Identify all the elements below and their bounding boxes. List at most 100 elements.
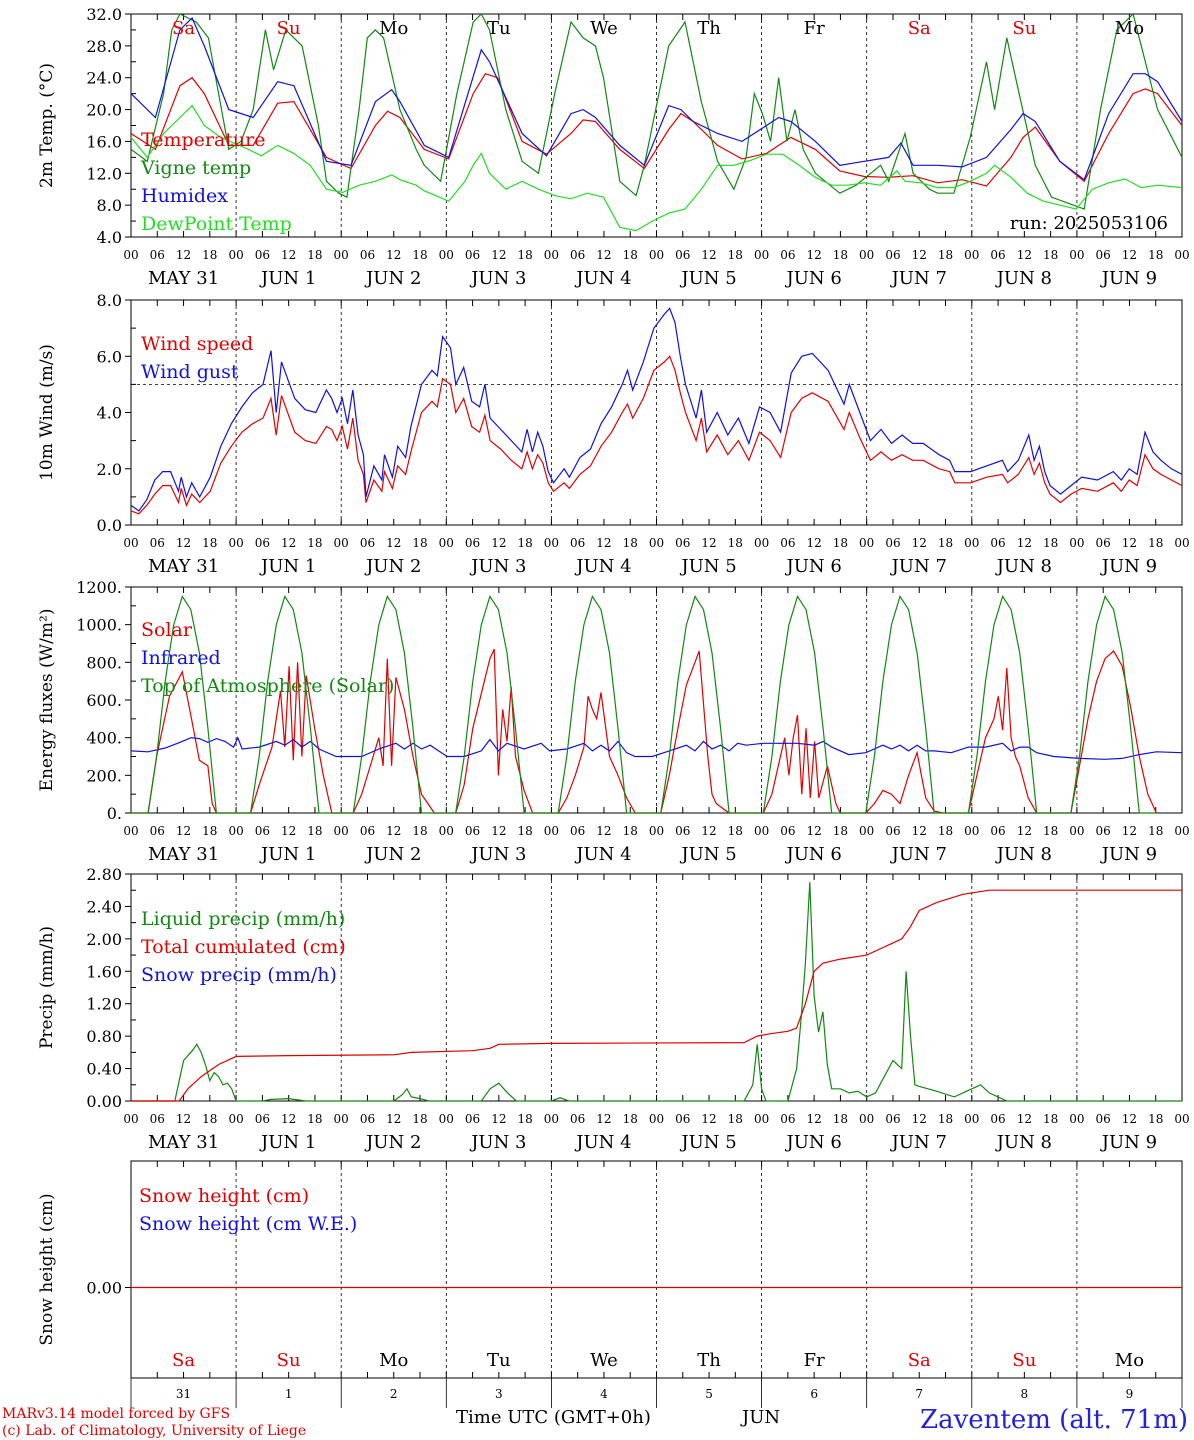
legend-entry: Snow height (cm) <box>139 1185 309 1207</box>
plot-frame <box>130 299 1183 526</box>
hour-tick-label: 12 <box>491 824 506 838</box>
hour-tick-label: 12 <box>176 248 191 262</box>
time-axis-label: Time UTC (GMT+0h) <box>456 1407 651 1428</box>
hour-tick-label: 00 <box>1069 248 1084 262</box>
hour-tick-label: 18 <box>1043 1112 1058 1126</box>
hour-tick-label: 12 <box>491 248 506 262</box>
hour-tick-label: 06 <box>990 1112 1005 1126</box>
y-tick-label: 1000. <box>76 616 122 635</box>
hour-tick-label: 00 <box>228 824 243 838</box>
hour-tick-label: 12 <box>1017 248 1032 262</box>
hour-tick-label: 18 <box>202 824 217 838</box>
date-label: JUN 2 <box>364 844 421 865</box>
hour-tick-label: 12 <box>281 824 296 838</box>
hour-tick-label: 06 <box>255 536 270 550</box>
date-label: JUN 6 <box>784 268 841 289</box>
date-label: MAY 31 <box>148 844 219 865</box>
hour-tick-label: 18 <box>517 1112 532 1126</box>
hour-tick-label: 06 <box>360 248 375 262</box>
day-number: 3 <box>495 1387 503 1401</box>
day-number: 7 <box>915 1387 923 1401</box>
legend-entry: Snow height (cm W.E.) <box>139 1213 357 1235</box>
hour-tick-label: 12 <box>386 536 401 550</box>
hour-tick-label: 00 <box>228 536 243 550</box>
day-number: 6 <box>810 1387 818 1401</box>
hour-tick-label: 12 <box>596 248 611 262</box>
hour-tick-label: 12 <box>491 1112 506 1126</box>
y-tick-label: 4.0 <box>97 228 122 247</box>
hour-tick-label: 12 <box>281 536 296 550</box>
date-label: JUN 9 <box>1100 1132 1157 1153</box>
y-tick-label: 2.0 <box>97 460 122 479</box>
day-letter: Su <box>277 1350 301 1371</box>
y-tick-label: 0.00 <box>86 1279 122 1298</box>
hour-tick-label: 00 <box>123 536 138 550</box>
hour-tick-label: 18 <box>1043 536 1058 550</box>
hour-tick-label: 18 <box>833 536 848 550</box>
run-annotation: run: 2025053106 <box>1010 213 1168 234</box>
hour-tick-label: 18 <box>307 1112 322 1126</box>
hour-tick-label: 06 <box>1096 536 1111 550</box>
hour-tick-label: 06 <box>780 248 795 262</box>
hour-tick-label: 06 <box>255 248 270 262</box>
series-line-liquid-precip-mm-h- <box>131 882 1182 1102</box>
y-tick-label: 1.20 <box>86 995 122 1014</box>
hour-tick-label: 12 <box>176 824 191 838</box>
hour-tick-label: 00 <box>1174 248 1189 262</box>
date-label: JUN 7 <box>890 268 947 289</box>
day-letter: Th <box>697 1350 721 1371</box>
hour-tick-label: 18 <box>1043 824 1058 838</box>
date-label: JUN 7 <box>890 1132 947 1153</box>
legend-entry: Wind gust <box>141 361 239 383</box>
y-tick-label: 1200. <box>76 578 122 597</box>
hour-tick-label: 12 <box>912 248 927 262</box>
footer: MARv3.14 model forced by GFS(c) Lab. of … <box>2 1405 1188 1439</box>
hour-tick-label: 18 <box>412 248 427 262</box>
hour-tick-label: 06 <box>675 248 690 262</box>
hour-tick-label: 12 <box>701 536 716 550</box>
day-letter: We <box>590 1350 618 1371</box>
hour-tick-label: 18 <box>412 536 427 550</box>
hour-tick-label: 00 <box>649 824 664 838</box>
date-label: JUN 4 <box>574 556 631 577</box>
y-tick-label: 0.40 <box>86 1060 122 1079</box>
y-tick-label: 1.60 <box>86 962 122 981</box>
day-letter: Sa <box>172 1350 195 1371</box>
y-axis-label: Snow height (cm) <box>37 1193 57 1345</box>
hour-tick-label: 06 <box>570 248 585 262</box>
hour-tick-label: 12 <box>807 1112 822 1126</box>
hour-tick-label: 00 <box>859 248 874 262</box>
y-tick-label: 6.0 <box>97 347 122 366</box>
y-tick-label: 28.0 <box>86 37 122 56</box>
hour-tick-label: 12 <box>386 248 401 262</box>
hour-tick-label: 18 <box>307 824 322 838</box>
hour-tick-label: 06 <box>465 248 480 262</box>
y-tick-label: 0.0 <box>97 516 122 535</box>
date-label: JUN 4 <box>574 268 631 289</box>
hour-tick-label: 06 <box>1096 1112 1111 1126</box>
hour-tick-label: 18 <box>202 1112 217 1126</box>
hour-tick-label: 06 <box>990 536 1005 550</box>
hour-tick-label: 12 <box>386 824 401 838</box>
hour-tick-label: 18 <box>623 248 638 262</box>
day-number: 31 <box>176 1387 191 1401</box>
date-label: JUN 9 <box>1100 268 1157 289</box>
date-label: JUN 1 <box>259 1132 316 1153</box>
hour-tick-label: 12 <box>807 536 822 550</box>
hour-tick-label: 12 <box>176 536 191 550</box>
hour-tick-label: 12 <box>491 536 506 550</box>
hour-tick-label: 06 <box>360 1112 375 1126</box>
y-tick-label: 20.0 <box>86 101 122 120</box>
hour-tick-label: 06 <box>885 1112 900 1126</box>
hour-tick-label: 12 <box>1122 536 1137 550</box>
date-label: JUN 8 <box>995 268 1052 289</box>
y-tick-label: 2.00 <box>86 930 122 949</box>
date-label: JUN 6 <box>784 844 841 865</box>
hour-tick-label: 12 <box>1017 536 1032 550</box>
hour-tick-label: 18 <box>1148 824 1163 838</box>
y-tick-label: 2.80 <box>86 865 122 884</box>
hour-tick-label: 18 <box>833 1112 848 1126</box>
hour-tick-label: 18 <box>728 1112 743 1126</box>
hour-tick-label: 18 <box>1043 248 1058 262</box>
hour-tick-label: 12 <box>701 824 716 838</box>
